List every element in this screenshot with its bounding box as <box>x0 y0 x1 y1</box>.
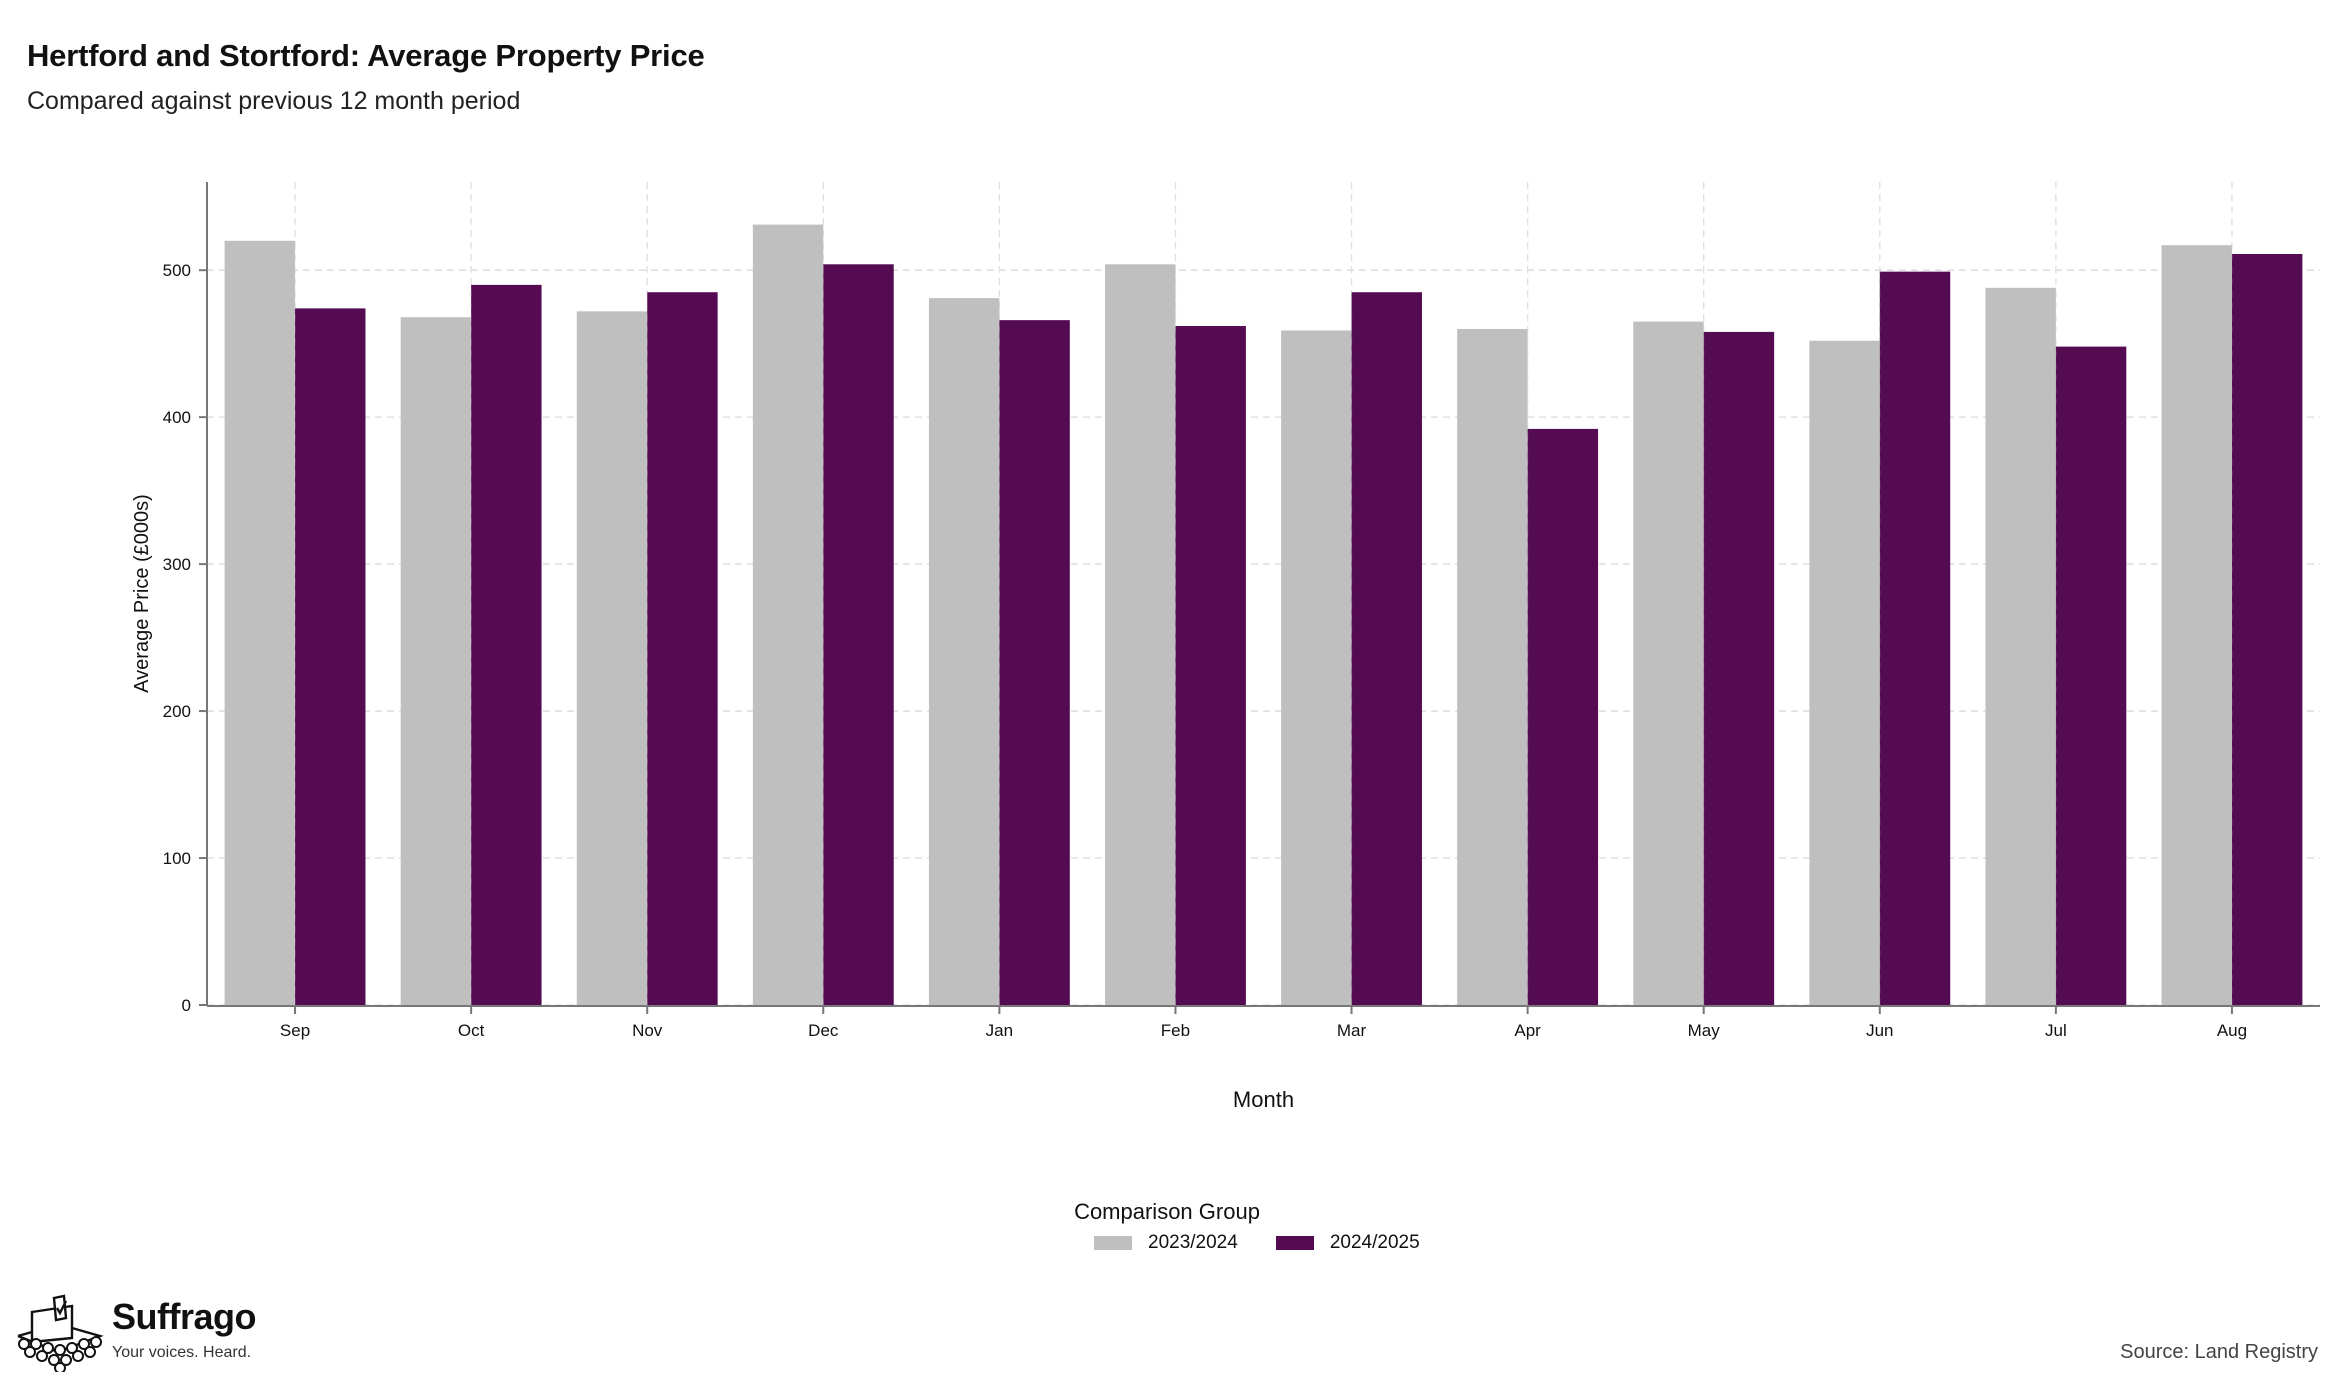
legend-label: 2023/2024 <box>1148 1232 1238 1253</box>
legend: 2023/2024 2024/2025 <box>1094 1232 1458 1254</box>
bar-2023-2024-may <box>1633 321 1704 1005</box>
brand-name: Suffrago <box>112 1296 257 1337</box>
y-axis-title: Average Price (£000s) <box>131 494 153 693</box>
x-tick-label: Oct <box>458 1021 485 1040</box>
bar-2024-2025-oct <box>471 284 542 1005</box>
x-tick-label: Dec <box>808 1021 839 1040</box>
legend-swatch <box>1094 1236 1132 1250</box>
chart-title: Hertford and Stortford: Average Property… <box>27 38 705 73</box>
bar-2023-2024-mar <box>1281 330 1352 1005</box>
bar-2024-2025-nov <box>647 292 718 1005</box>
y-tick-label: 400 <box>163 408 191 427</box>
bar-chart: 0 100 200 300 400 500 Sep Oct Nov Dec Jan Feb Mar Apr… <box>131 182 2320 1112</box>
bar-2024-2025-dec <box>823 264 894 1005</box>
y-tick-label: 500 <box>163 261 191 280</box>
x-tick-label: Jul <box>2045 1021 2067 1040</box>
bar-2023-2024-aug <box>2161 245 2232 1005</box>
bar-2023-2024-jan <box>928 298 1000 1005</box>
x-tick-label: Aug <box>2217 1021 2247 1040</box>
bar-2023-2024-nov <box>576 311 648 1005</box>
y-tick-label: 0 <box>182 996 191 1015</box>
bar-2024-2025-jul <box>2055 346 2127 1006</box>
x-tick-label: Jun <box>1866 1021 1893 1040</box>
bar-2023-2024-jul <box>1985 287 2056 1005</box>
y-tick-label: 300 <box>163 555 191 574</box>
bar-2023-2024-jun <box>1809 340 1880 1005</box>
bar-2024-2025-feb <box>1175 326 1246 1005</box>
bar-2024-2025-may <box>1703 331 1775 1005</box>
legend-label: 2024/2025 <box>1329 1232 1420 1253</box>
x-tick-label: Apr <box>1514 1021 1541 1040</box>
bar-2024-2025-jan <box>999 320 1070 1005</box>
legend-swatch <box>1275 1236 1314 1250</box>
bar-2024-2025-jun <box>1879 271 1951 1006</box>
bar-2024-2025-mar <box>1351 292 1422 1005</box>
brand-tagline: Your voices. Heard. <box>112 1344 252 1361</box>
x-tick-label: Sep <box>280 1021 310 1040</box>
x-tick-label: Jan <box>986 1021 1013 1040</box>
source-note: Source: Land Registry <box>2120 1341 2318 1363</box>
legend-title: Comparison Group <box>1074 1199 1260 1224</box>
bar-2023-2024-dec <box>752 224 824 1006</box>
x-tick-label: Feb <box>1161 1021 1190 1040</box>
ballot-box-icon <box>17 1294 104 1372</box>
bar-2024-2025-sep <box>295 308 366 1005</box>
chart-subtitle: Compared against previous 12 month perio… <box>27 87 521 115</box>
legend-item-2023-2024: 2023/2024 <box>1094 1232 1238 1254</box>
bar-2023-2024-oct <box>400 317 472 1005</box>
y-tick-label: 200 <box>163 702 191 721</box>
bar-2024-2025-aug <box>2231 254 2303 1005</box>
bar-2024-2025-apr <box>1527 428 1599 1005</box>
x-axis-title: Month <box>1233 1087 1294 1112</box>
bar-2023-2024-sep <box>224 240 296 1006</box>
bar-2023-2024-apr <box>1457 328 1528 1005</box>
x-tick-label: May <box>1688 1021 1721 1040</box>
x-tick-label: Mar <box>1337 1021 1367 1040</box>
bar-2023-2024-feb <box>1105 264 1176 1005</box>
y-tick-label: 100 <box>163 849 191 868</box>
legend-item-2024-2025: 2024/2025 <box>1275 1232 1420 1254</box>
x-tick-label: Nov <box>632 1021 663 1040</box>
